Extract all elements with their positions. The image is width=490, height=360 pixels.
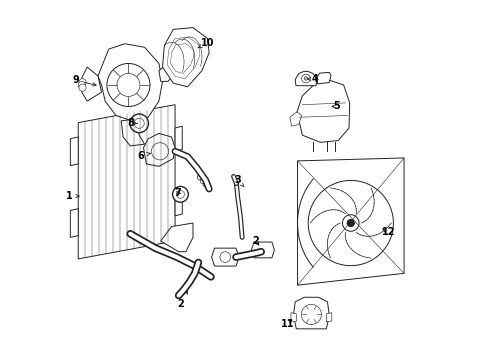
- Circle shape: [346, 219, 355, 227]
- Text: 9: 9: [73, 75, 96, 86]
- Polygon shape: [295, 71, 317, 86]
- Text: 1: 1: [66, 191, 79, 201]
- Text: 7: 7: [174, 188, 181, 198]
- Polygon shape: [318, 72, 331, 84]
- Text: 2: 2: [252, 236, 259, 246]
- Text: 2: 2: [177, 291, 188, 309]
- Polygon shape: [144, 134, 175, 166]
- Text: 11: 11: [281, 319, 294, 329]
- Polygon shape: [251, 242, 274, 258]
- Text: 6: 6: [138, 150, 150, 161]
- Polygon shape: [159, 63, 173, 81]
- Polygon shape: [297, 158, 404, 285]
- Text: 4: 4: [308, 74, 319, 84]
- Polygon shape: [297, 80, 350, 142]
- Polygon shape: [82, 67, 101, 101]
- Circle shape: [78, 81, 85, 89]
- Polygon shape: [78, 105, 175, 259]
- Circle shape: [79, 84, 86, 91]
- Polygon shape: [326, 313, 332, 321]
- Text: 12: 12: [382, 227, 395, 237]
- Polygon shape: [122, 119, 145, 146]
- Circle shape: [343, 215, 359, 231]
- Circle shape: [172, 186, 188, 202]
- Polygon shape: [161, 223, 193, 252]
- Text: 10: 10: [198, 38, 214, 48]
- Polygon shape: [175, 126, 182, 151]
- Text: 8: 8: [127, 118, 137, 128]
- Circle shape: [79, 79, 86, 86]
- Text: 5: 5: [332, 102, 340, 112]
- Polygon shape: [163, 28, 209, 87]
- Polygon shape: [175, 191, 182, 216]
- Circle shape: [304, 77, 308, 80]
- Polygon shape: [98, 44, 163, 121]
- Polygon shape: [212, 248, 239, 266]
- Polygon shape: [290, 112, 302, 126]
- Polygon shape: [291, 313, 296, 321]
- Circle shape: [130, 114, 148, 133]
- Text: 3: 3: [234, 175, 244, 187]
- Polygon shape: [294, 297, 329, 329]
- Polygon shape: [71, 137, 78, 166]
- Polygon shape: [71, 209, 78, 237]
